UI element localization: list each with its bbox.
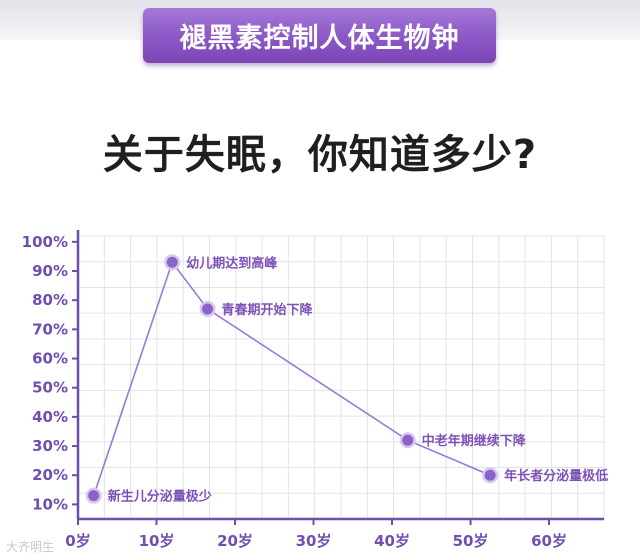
data-point [166,256,178,268]
x-tick-label: 40岁 [374,532,410,550]
data-point [202,303,214,315]
page-headline: 关于失眠，你知道多少? [102,132,538,178]
x-tick-label: 30岁 [296,532,332,550]
data-annotation: 新生儿分泌量极少 [108,489,212,505]
y-tick-label: 40% [32,408,68,426]
title-banner: 褪黑素控制人体生物钟 [143,8,496,63]
y-tick-label: 10% [32,495,68,513]
y-tick-label: 50% [32,379,68,397]
data-annotation: 幼儿期达到高峰 [186,255,278,271]
data-annotation: 青春期开始下降 [222,302,314,318]
y-tick-label: 70% [32,320,68,338]
x-tick-label: 60岁 [531,532,567,550]
x-tick-label: 20岁 [217,532,253,550]
x-tick-label: 50岁 [453,532,489,550]
data-annotation: 中老年期继续下降 [422,433,527,449]
watermark: 大齐明生 [6,540,55,554]
y-tick-label: 80% [32,291,68,309]
data-point [484,469,496,481]
y-tick-label: 20% [32,466,68,484]
y-tick-label: 100% [22,233,68,251]
banner-title: 褪黑素控制人体生物钟 [179,23,460,54]
data-point [402,434,414,446]
data-annotation: 年长者分泌量极低 [504,468,608,484]
x-tick-label: 10岁 [139,532,175,550]
y-tick-label: 90% [32,262,68,280]
y-tick-label: 30% [32,437,68,455]
x-tick-label: 0岁 [65,532,90,550]
y-tick-label: 60% [32,350,68,368]
series-line [92,260,491,496]
data-point [88,490,100,502]
